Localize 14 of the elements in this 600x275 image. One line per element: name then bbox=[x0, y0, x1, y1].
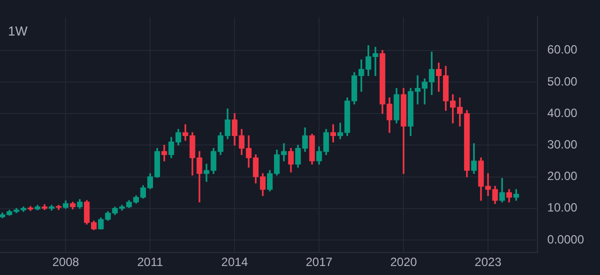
y-tick-label: 0.0000 bbox=[547, 232, 584, 246]
x-tick-label: 2023 bbox=[474, 255, 502, 270]
x-tick-label: 2008 bbox=[52, 255, 80, 270]
y-tick-label: 10.00 bbox=[547, 200, 578, 215]
y-tick-label: 40.00 bbox=[547, 106, 578, 120]
x-tick-label: 2011 bbox=[137, 255, 164, 270]
y-tick-label: 60.00 bbox=[547, 42, 578, 57]
text: 1W bbox=[8, 23, 28, 38]
x-tick-label: 2017 bbox=[306, 255, 333, 270]
y-tick-label: 20.00 bbox=[547, 169, 578, 184]
x-tick-label: 2020 bbox=[390, 255, 418, 270]
y-tick-label: 50.00 bbox=[547, 74, 578, 88]
y-tick-label: 30.00 bbox=[547, 137, 578, 152]
x-tick-label: 2014 bbox=[221, 255, 248, 270]
